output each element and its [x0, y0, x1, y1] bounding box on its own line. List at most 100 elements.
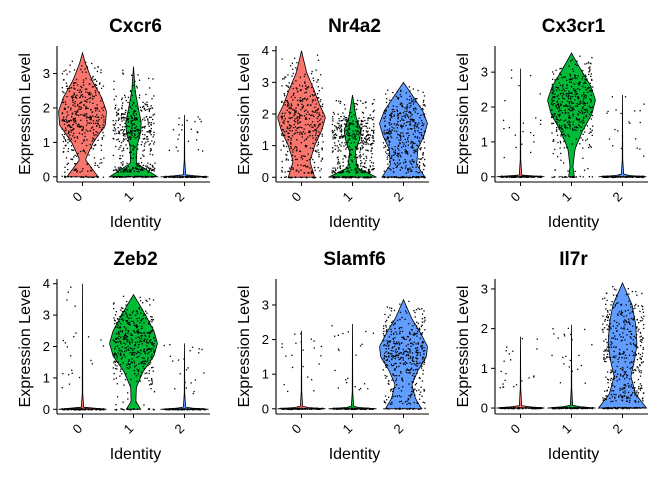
point — [151, 176, 153, 178]
point — [150, 348, 152, 350]
point — [403, 115, 405, 117]
point — [370, 156, 373, 159]
point — [320, 345, 323, 348]
point — [189, 409, 191, 411]
point — [287, 86, 290, 88]
point — [87, 107, 89, 109]
point — [151, 379, 153, 381]
point — [410, 146, 412, 148]
point — [287, 159, 289, 161]
point — [149, 107, 151, 110]
point — [369, 166, 372, 168]
point — [291, 62, 293, 64]
point — [385, 93, 387, 95]
point — [64, 176, 67, 178]
point — [584, 86, 587, 89]
point — [401, 342, 403, 344]
point — [315, 69, 317, 71]
point — [396, 152, 399, 155]
point — [413, 119, 415, 121]
point — [75, 112, 77, 115]
point — [421, 332, 424, 334]
point — [302, 365, 304, 368]
point — [147, 357, 149, 359]
point — [133, 176, 135, 178]
point — [124, 338, 126, 340]
point — [552, 78, 554, 80]
point — [566, 176, 568, 178]
point — [147, 119, 149, 121]
point — [63, 116, 65, 118]
point — [287, 132, 289, 134]
point — [399, 330, 401, 332]
point — [282, 408, 284, 410]
point — [408, 383, 410, 385]
point — [394, 176, 397, 178]
point — [135, 352, 138, 355]
point — [148, 167, 150, 169]
point — [536, 175, 539, 177]
point — [409, 362, 411, 364]
point — [346, 142, 348, 144]
point — [290, 143, 292, 145]
x-axis-title: Identity — [329, 214, 381, 231]
point — [582, 133, 584, 135]
point — [333, 177, 335, 179]
point — [591, 89, 594, 91]
point — [144, 109, 146, 111]
point — [127, 175, 129, 177]
point — [294, 118, 296, 120]
point — [312, 99, 314, 101]
point — [294, 113, 296, 116]
point — [400, 396, 402, 398]
point — [383, 400, 385, 402]
point — [64, 108, 67, 110]
point — [299, 121, 301, 124]
point — [563, 162, 565, 164]
point — [399, 326, 401, 329]
point — [561, 86, 564, 88]
point — [403, 123, 405, 125]
point — [392, 373, 394, 375]
point — [147, 176, 150, 178]
point — [197, 409, 199, 411]
point — [150, 332, 152, 334]
point — [415, 343, 417, 345]
point — [419, 161, 421, 164]
point — [183, 408, 185, 411]
point — [592, 86, 594, 88]
point — [101, 162, 103, 164]
point — [615, 109, 617, 111]
point — [130, 137, 132, 139]
x-tick-label: 0 — [69, 189, 85, 205]
point — [396, 106, 398, 108]
point — [416, 176, 418, 178]
point — [99, 82, 101, 84]
point — [131, 117, 133, 120]
point — [386, 343, 389, 345]
point — [127, 101, 129, 104]
point — [311, 94, 313, 96]
point — [532, 407, 534, 409]
point — [339, 165, 341, 167]
point — [127, 322, 129, 324]
point — [281, 78, 284, 80]
point — [360, 170, 362, 172]
x-tick-label: 2 — [171, 421, 187, 437]
point — [71, 369, 73, 371]
point — [568, 135, 570, 138]
point — [200, 121, 202, 123]
point — [414, 347, 417, 349]
point — [337, 162, 339, 164]
point — [127, 348, 129, 350]
point — [142, 101, 144, 103]
point — [562, 76, 565, 78]
point — [64, 166, 66, 168]
point — [589, 107, 591, 109]
point — [137, 325, 139, 328]
point — [73, 117, 75, 120]
point — [390, 114, 392, 116]
point — [405, 152, 407, 154]
point — [398, 387, 400, 389]
point — [333, 131, 335, 133]
